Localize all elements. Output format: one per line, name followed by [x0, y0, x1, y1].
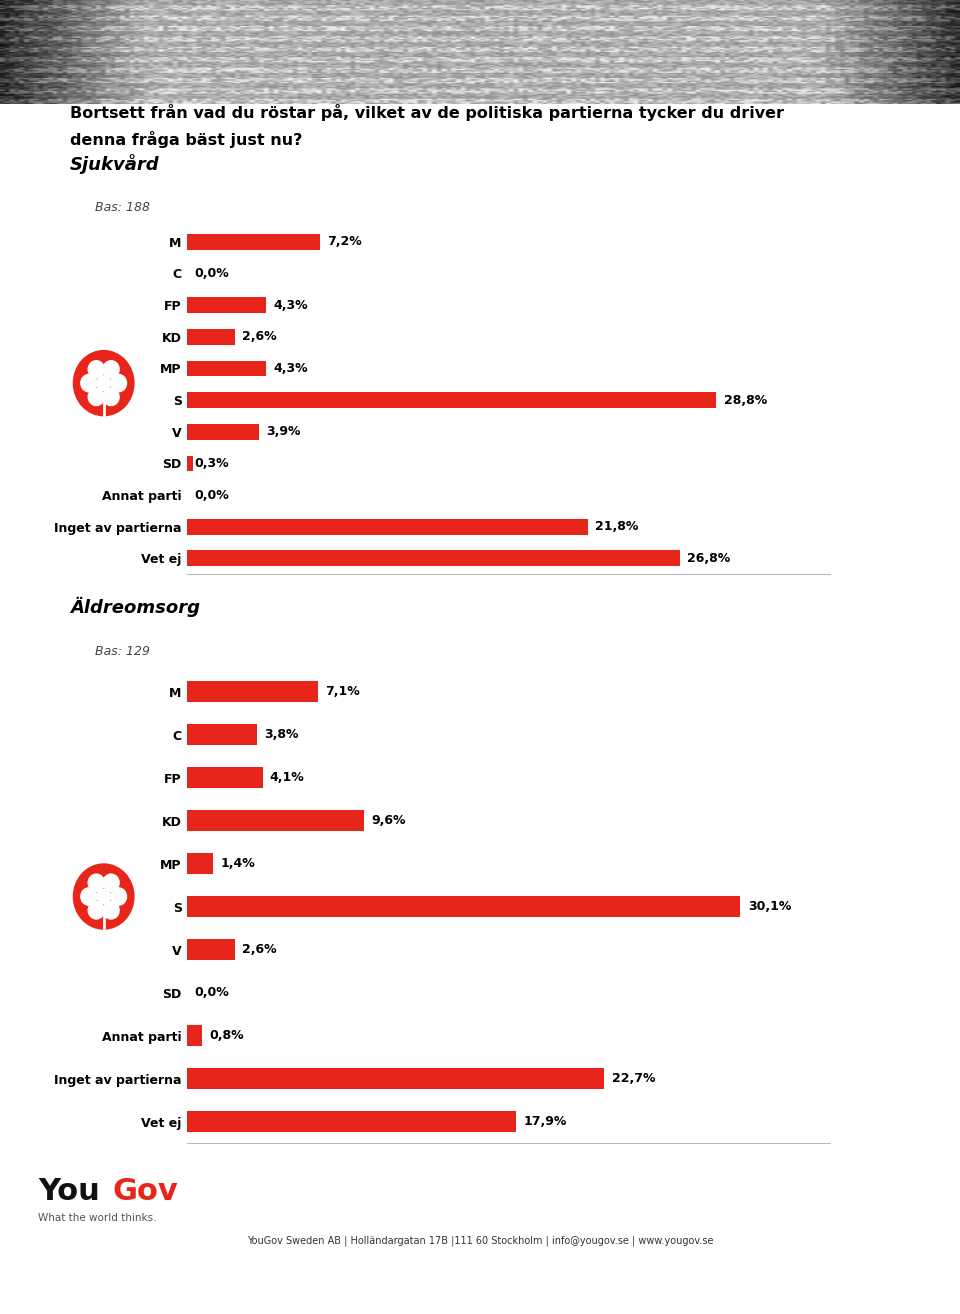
Bar: [187, 234, 320, 250]
Bar: [187, 681, 318, 703]
Bar: [187, 551, 680, 566]
Bar: [187, 1110, 516, 1133]
Text: 2,6%: 2,6%: [242, 330, 276, 343]
Text: 2,6%: 2,6%: [242, 943, 276, 957]
Circle shape: [97, 890, 110, 904]
Text: 0,8%: 0,8%: [209, 1029, 244, 1042]
Circle shape: [110, 374, 127, 392]
Text: April 2012: April 2012: [423, 1275, 537, 1294]
Text: 3,8%: 3,8%: [264, 728, 299, 741]
Bar: [187, 360, 266, 376]
Text: 9,6%: 9,6%: [371, 815, 405, 827]
Text: What the world thinks.: What the world thinks.: [38, 1213, 156, 1222]
Text: Sjukvård: Sjukvård: [70, 154, 159, 173]
Circle shape: [81, 888, 97, 905]
Bar: [187, 392, 716, 409]
Circle shape: [88, 901, 105, 918]
Text: 4,1%: 4,1%: [270, 771, 304, 784]
Circle shape: [103, 874, 119, 891]
Circle shape: [88, 388, 105, 406]
Bar: [187, 940, 235, 961]
Circle shape: [103, 360, 119, 378]
Text: YouGov Sweden AB | Holländargatan 17B |111 60 Stockholm | info@yougov.se | www.y: YouGov Sweden AB | Holländargatan 17B |1…: [247, 1235, 713, 1246]
Bar: [187, 1068, 605, 1089]
Text: 21,8%: 21,8%: [595, 520, 638, 533]
Circle shape: [73, 351, 134, 415]
Circle shape: [103, 901, 119, 918]
Bar: [187, 297, 266, 313]
Bar: [187, 809, 364, 832]
Circle shape: [73, 865, 134, 929]
Text: 0,3%: 0,3%: [195, 457, 229, 470]
Text: 3,9%: 3,9%: [266, 426, 300, 439]
Text: 8: 8: [923, 1275, 936, 1294]
Text: 17,9%: 17,9%: [523, 1116, 566, 1129]
Circle shape: [103, 388, 119, 406]
Text: Äldreomsorg: Äldreomsorg: [70, 597, 200, 616]
Text: Bas: 188: Bas: 188: [95, 201, 151, 214]
Text: denna fråga bäst just nu?: denna fråga bäst just nu?: [70, 131, 302, 148]
Text: 4,3%: 4,3%: [274, 361, 308, 374]
Text: 22,7%: 22,7%: [612, 1072, 656, 1085]
Bar: [187, 724, 257, 745]
Text: 30,1%: 30,1%: [748, 900, 791, 913]
Bar: [187, 519, 588, 535]
Text: 1,4%: 1,4%: [220, 857, 255, 870]
Text: 26,8%: 26,8%: [687, 552, 731, 565]
Circle shape: [97, 376, 110, 390]
Text: Bortsett från vad du röstar på, vilket av de politiska partierna tycker du drive: Bortsett från vad du röstar på, vilket a…: [70, 104, 784, 121]
Text: 0,0%: 0,0%: [195, 987, 229, 999]
Text: 0,0%: 0,0%: [195, 267, 229, 280]
Bar: [187, 896, 740, 917]
Text: 7,1%: 7,1%: [325, 685, 360, 698]
Circle shape: [88, 874, 105, 891]
Circle shape: [88, 360, 105, 378]
Text: 7,2%: 7,2%: [326, 235, 362, 248]
Text: Gov: Gov: [112, 1177, 178, 1206]
Bar: [187, 456, 193, 472]
Text: 28,8%: 28,8%: [724, 394, 767, 406]
Text: 0,0%: 0,0%: [195, 489, 229, 502]
Bar: [187, 328, 235, 344]
Circle shape: [81, 374, 97, 392]
Text: You: You: [38, 1177, 100, 1206]
Circle shape: [110, 888, 127, 905]
Bar: [187, 853, 213, 874]
Bar: [187, 767, 262, 788]
Bar: [187, 1025, 202, 1046]
Text: 4,3%: 4,3%: [274, 298, 308, 311]
Text: Bas: 129: Bas: 129: [95, 645, 151, 658]
Bar: [187, 424, 259, 440]
